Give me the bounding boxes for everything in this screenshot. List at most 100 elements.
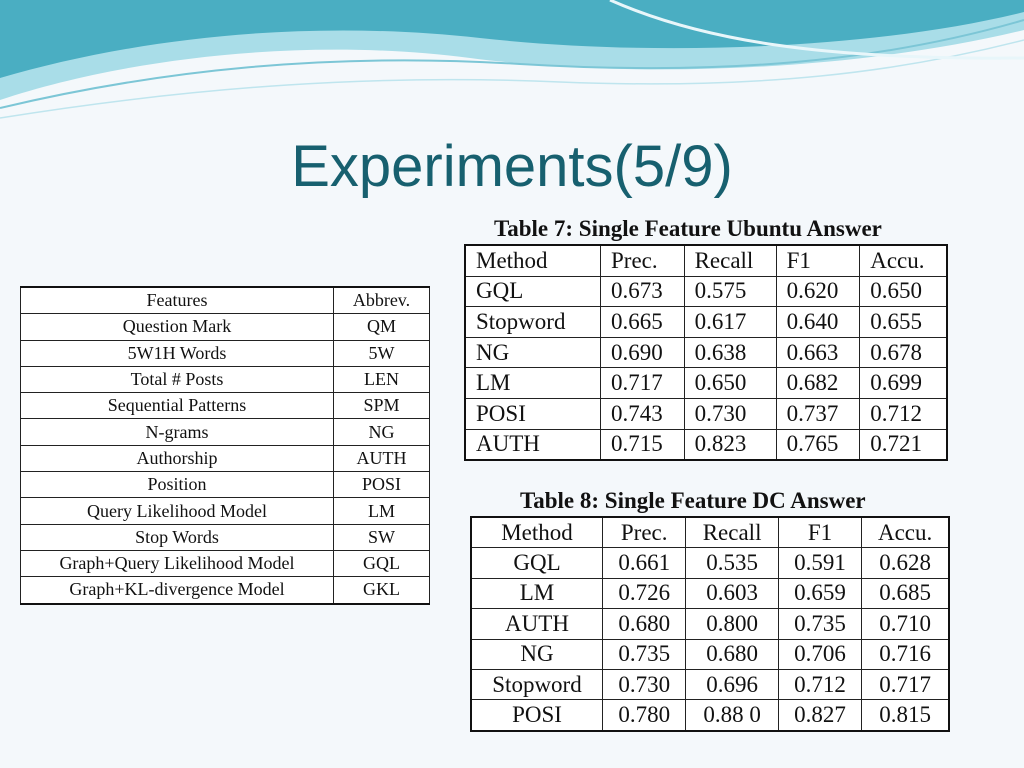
slide-title: Experiments(5/9) bbox=[291, 134, 733, 199]
dc-table-caption: Table 8: Single Feature DC Answer bbox=[520, 488, 866, 513]
table-cell: 0.680 bbox=[685, 638, 779, 670]
table-cell: 0.827 bbox=[777, 699, 863, 732]
table-cell: Authorship bbox=[20, 444, 334, 473]
table-cell: Sequential Patterns bbox=[20, 392, 334, 420]
table-cell: 0.715 bbox=[600, 428, 685, 461]
table-cell: 0.780 bbox=[601, 699, 687, 732]
column-header: Recall bbox=[683, 244, 777, 277]
table-cell: 0.690 bbox=[600, 336, 685, 369]
table-row: 5W1H Words 5W bbox=[20, 339, 430, 367]
table-row: Position POSI bbox=[20, 471, 430, 499]
table-cell: 0.730 bbox=[601, 668, 687, 701]
table-cell: 0.823 bbox=[683, 428, 777, 461]
table-cell: N-grams bbox=[20, 418, 334, 446]
table-cell: SPM bbox=[333, 392, 430, 420]
table-cell: 0.716 bbox=[861, 638, 950, 670]
table-cell: GQL bbox=[470, 547, 603, 579]
table-cell: Position bbox=[20, 471, 334, 499]
table-row: POSI 0.780 0.88 0 0.827 0.815 bbox=[470, 699, 950, 732]
column-header: F1 bbox=[775, 244, 861, 277]
header-wave-decoration bbox=[0, 0, 1024, 119]
table-cell: 0.735 bbox=[601, 638, 687, 670]
table-cell: Graph+KL-divergence Model bbox=[20, 576, 334, 605]
table-row: LM 0.717 0.650 0.682 0.699 bbox=[464, 367, 948, 399]
table-row: GQL 0.673 0.575 0.620 0.650 bbox=[464, 275, 948, 308]
table-cell: Query Likelihood Model bbox=[20, 497, 334, 525]
table-cell: 0.650 bbox=[859, 275, 948, 308]
column-header: Method bbox=[464, 244, 601, 277]
table-cell: 5W1H Words bbox=[20, 339, 334, 367]
table-cell: Stopword bbox=[464, 306, 601, 338]
table-cell: 0.680 bbox=[601, 608, 687, 640]
table-cell: SW bbox=[333, 523, 430, 551]
table-cell: 0.659 bbox=[777, 577, 863, 610]
table-cell: 0.710 bbox=[861, 608, 950, 640]
table-row: Stopword 0.665 0.617 0.640 0.655 bbox=[464, 306, 948, 338]
table-cell: 0.638 bbox=[683, 336, 777, 369]
table-cell: 0.699 bbox=[859, 367, 948, 399]
table-cell: NG bbox=[333, 418, 430, 446]
table-cell: 0.620 bbox=[775, 275, 861, 308]
table-cell: LM bbox=[464, 367, 601, 399]
table-cell: Stopword bbox=[470, 668, 603, 701]
column-header: Prec. bbox=[601, 516, 687, 549]
table-cell: Graph+Query Likelihood Model bbox=[20, 549, 334, 578]
table-row: Sequential Patterns SPM bbox=[20, 392, 430, 420]
table-row: LM 0.726 0.603 0.659 0.685 bbox=[470, 577, 950, 610]
table-cell: 0.737 bbox=[775, 397, 861, 430]
table-cell: 0.535 bbox=[685, 547, 779, 579]
table-cell: 0.603 bbox=[685, 577, 779, 610]
table-row: POSI 0.743 0.730 0.737 0.712 bbox=[464, 397, 948, 430]
column-header: F1 bbox=[777, 516, 863, 549]
table-cell: AUTH bbox=[333, 444, 430, 473]
dc-answer-table: Method Prec. Recall F1 Accu. GQL 0.661 0.5… bbox=[470, 516, 950, 732]
table-cell: 0.650 bbox=[683, 367, 777, 399]
table-row: AUTH 0.715 0.823 0.765 0.721 bbox=[464, 428, 948, 461]
table-cell: Question Mark bbox=[20, 313, 334, 341]
table-row: Query Likelihood Model LM bbox=[20, 497, 430, 525]
table-row: Total # Posts LEN bbox=[20, 365, 430, 394]
ubuntu-table-caption: Table 7: Single Feature Ubuntu Answer bbox=[494, 216, 882, 241]
table-cell: GQL bbox=[333, 549, 430, 578]
table-cell: Stop Words bbox=[20, 523, 334, 551]
column-header: Accu. bbox=[861, 516, 950, 549]
table-cell: AUTH bbox=[470, 608, 603, 640]
table-row: GQL 0.661 0.535 0.591 0.628 bbox=[470, 547, 950, 579]
table-cell: NG bbox=[464, 336, 601, 369]
table-cell: 0.673 bbox=[600, 275, 685, 308]
table-cell: LEN bbox=[333, 365, 430, 394]
column-header: Abbrev. bbox=[333, 286, 430, 315]
table-row: Authorship AUTH bbox=[20, 444, 430, 473]
table-row: N-grams NG bbox=[20, 418, 430, 446]
column-header: Accu. bbox=[859, 244, 948, 277]
table-cell: LM bbox=[333, 497, 430, 525]
table-cell: GQL bbox=[464, 275, 601, 308]
table-cell: NG bbox=[470, 638, 603, 670]
table-cell: 0.640 bbox=[775, 306, 861, 338]
table-cell: 0.88 0 bbox=[685, 699, 779, 732]
table-header-row: Method Prec. Recall F1 Accu. bbox=[464, 244, 948, 277]
table-cell: POSI bbox=[333, 471, 430, 499]
table-cell: AUTH bbox=[464, 428, 601, 461]
table-cell: POSI bbox=[464, 397, 601, 430]
table-cell: 0.800 bbox=[685, 608, 779, 640]
table-cell: QM bbox=[333, 313, 430, 341]
table-row: Graph+Query Likelihood Model GQL bbox=[20, 549, 430, 578]
column-header: Recall bbox=[685, 516, 779, 549]
table-cell: 0.717 bbox=[861, 668, 950, 701]
table-cell: 0.665 bbox=[600, 306, 685, 338]
table-cell: 0.706 bbox=[777, 638, 863, 670]
table-row: Question Mark QM bbox=[20, 313, 430, 341]
table-cell: 0.712 bbox=[777, 668, 863, 701]
table-cell: 0.685 bbox=[861, 577, 950, 610]
column-header: Features bbox=[20, 286, 334, 315]
column-header: Prec. bbox=[600, 244, 685, 277]
table-cell: 0.730 bbox=[683, 397, 777, 430]
table-cell: 0.663 bbox=[775, 336, 861, 369]
table-row: AUTH 0.680 0.800 0.735 0.710 bbox=[470, 608, 950, 640]
table-cell: 0.678 bbox=[859, 336, 948, 369]
table-row: Graph+KL-divergence Model GKL bbox=[20, 576, 430, 605]
table-cell: 0.628 bbox=[861, 547, 950, 579]
table-cell: LM bbox=[470, 577, 603, 610]
table-cell: 0.721 bbox=[859, 428, 948, 461]
